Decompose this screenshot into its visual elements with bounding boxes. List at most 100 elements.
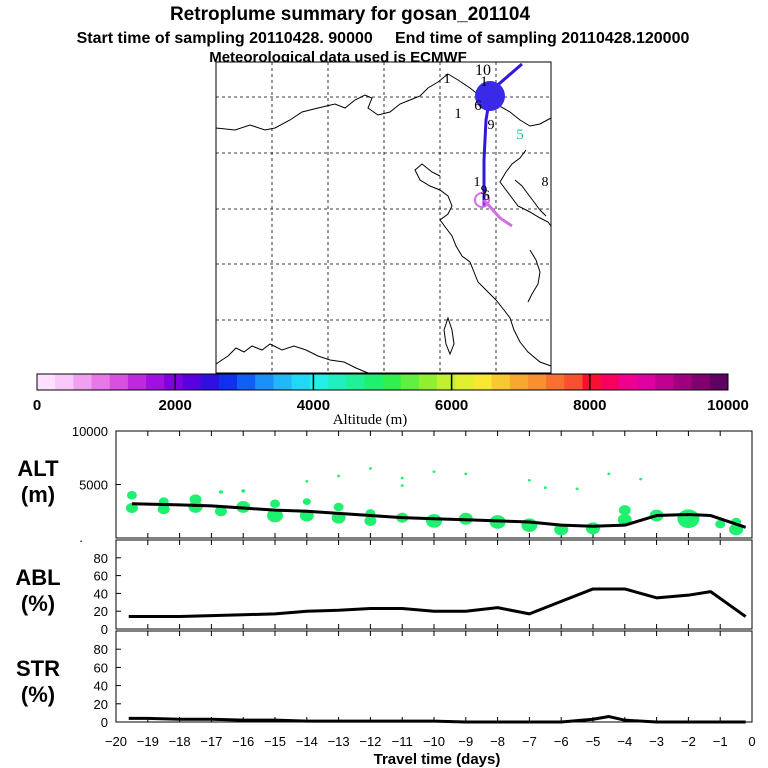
y-tick-label: 40 [94, 679, 108, 694]
plume-dot [241, 489, 246, 493]
y-tick-label: 20 [94, 697, 108, 712]
colorbar-swatch [709, 374, 729, 390]
colorbar-swatch [291, 374, 311, 390]
colorbar-tick-label: 8000 [573, 397, 606, 414]
x-axis-tick-labels: −20 −19 −18 −17 −16 −15 −14 −13 −12 −11 −10 −9 −8 −7−… [105, 734, 756, 749]
colorbar-swatch [637, 374, 656, 390]
map-day-label: 5 [516, 127, 524, 143]
map-day-label: 10 [475, 62, 491, 79]
plume-dot [368, 467, 372, 470]
colorbar-tick-label: 2000 [159, 397, 192, 414]
plume-dot [214, 506, 227, 517]
series-line-str [128, 715, 746, 724]
sampling-time-line: Start time of sampling 20110428. 90000 E… [77, 30, 690, 47]
map-day-label: 6 [474, 98, 482, 114]
plume-dot [618, 505, 631, 516]
y-tick-label: 20 [94, 604, 108, 619]
colorbar-swatch [473, 374, 493, 390]
series-line-abl [128, 587, 747, 619]
y-zero-marker: . [79, 530, 83, 545]
figure-title: Retroplume summary for gosan_201104 [170, 4, 531, 25]
plume-dot [527, 478, 531, 482]
colorbar-swatch [655, 374, 674, 390]
panel-label-bottom: (%) [21, 591, 55, 616]
colorbar-swatch [146, 374, 165, 390]
colorbar-swatch [564, 374, 584, 390]
x-tick-label: 0 [748, 734, 755, 749]
colorbar-swatch [182, 374, 202, 390]
plume-dot [125, 502, 138, 514]
colorbar-swatch [546, 374, 565, 390]
colorbar-swatch [73, 374, 93, 390]
panel-label-bottom: (%) [21, 682, 55, 707]
plume-dot [464, 472, 468, 476]
plume-dot [715, 519, 726, 529]
colorbar-tick-label: 0 [33, 397, 41, 414]
colorbar-swatch [400, 374, 420, 390]
plume-dot [677, 509, 700, 529]
map-day-label: 9 [488, 118, 495, 133]
y-tick-label: 60 [94, 660, 108, 675]
x-tick-label: −9 [458, 734, 473, 749]
x-tick-label: −7 [522, 734, 537, 749]
x-tick-label: −4 [617, 734, 632, 749]
colorbar-tick-label: 6000 [435, 397, 468, 414]
colorbar-swatch [618, 374, 638, 390]
x-tick-label: −14 [296, 734, 318, 749]
panel-label-top: STR [16, 656, 60, 681]
x-tick-label: −16 [232, 734, 254, 749]
colorbar-swatch [582, 374, 602, 390]
colorbar-swatch [37, 374, 56, 390]
map-day-label: 1 [474, 175, 481, 190]
panel-frame [115, 630, 753, 723]
plume-dot [333, 502, 344, 512]
colorbar-swatch [273, 374, 293, 390]
x-tick-label: −17 [200, 734, 222, 749]
x-axis-label: Travel time (days) [374, 751, 501, 768]
colorbar-swatch [55, 374, 74, 390]
altitude-colorbar [36, 373, 729, 391]
x-tick-label: −8 [490, 734, 505, 749]
y-tick-label: 80 [94, 551, 108, 566]
colorbar-axis-label: Altitude (m) [333, 412, 408, 428]
plume-dot [426, 514, 442, 528]
map-day-label: 6 [482, 188, 490, 204]
x-tick-label: −3 [649, 734, 664, 749]
time-series-panels: 100005000ALT(m).806040200ABL(%)806040200… [15, 424, 753, 730]
trajectory-track [474, 62, 523, 228]
panel-abl: 80 60 40 20 0 ABL(%) [15, 539, 753, 637]
colorbar-swatch [491, 374, 511, 390]
colorbar-frame [36, 373, 729, 391]
panel-str: 80 60 40 20 0 STR(%) [16, 630, 753, 730]
plume-dot [126, 490, 137, 500]
colorbar-swatch [691, 374, 711, 390]
plume-dot [607, 472, 611, 476]
x-tick-label: −1 [713, 734, 728, 749]
plume-dot [575, 487, 579, 491]
colorbar-swatch [309, 374, 329, 390]
colorbar-swatch [237, 374, 256, 390]
panel-label-top: ABL [15, 565, 60, 590]
x-tick-label: −5 [586, 734, 601, 749]
y-tick-label: 5000 [79, 478, 108, 493]
map-day-label: 8 [542, 175, 549, 190]
y-tick-label: 80 [94, 642, 108, 657]
x-tick-label: −18 [169, 734, 191, 749]
colorbar-swatch [200, 374, 220, 390]
x-tick-label: −20 [105, 734, 127, 749]
plume-dot [432, 470, 436, 473]
series-line-alt [131, 502, 747, 529]
map-gridlines [216, 62, 551, 373]
x-tick-label: −6 [554, 734, 569, 749]
x-tick-label: −13 [328, 734, 350, 749]
colorbar-tick-label: 10000 [707, 397, 749, 414]
colorbar-swatch [673, 374, 693, 390]
x-tick-label: −19 [137, 734, 159, 749]
y-tick-label: 40 [94, 586, 108, 601]
trajectory-segment-lower [482, 199, 513, 228]
plume-dot [639, 477, 643, 481]
colorbar-swatch [164, 374, 183, 390]
colorbar-swatch [600, 374, 620, 390]
plume-dot [400, 484, 404, 487]
